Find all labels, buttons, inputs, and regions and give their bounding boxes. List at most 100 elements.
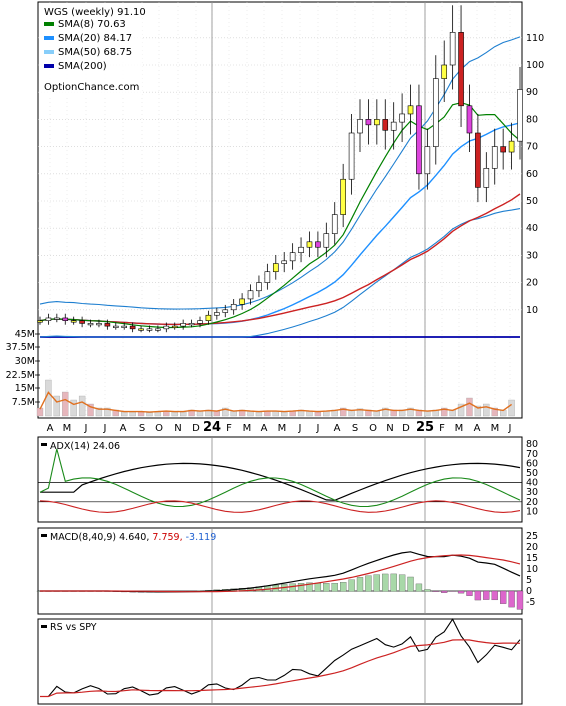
volume-bar xyxy=(424,411,431,417)
x-tick-label: J xyxy=(316,423,320,434)
x-tick-label: J xyxy=(103,423,107,434)
legend-swatch xyxy=(44,22,54,26)
x-tick-label: F xyxy=(226,423,232,434)
volume-tick-label: 37.5M xyxy=(6,342,35,353)
candle-body xyxy=(79,320,85,324)
macd-tick-label: 20 xyxy=(526,542,538,553)
candle-body xyxy=(399,113,405,123)
candle-body xyxy=(340,178,346,215)
x-tick-label: M xyxy=(278,423,287,434)
candle-body xyxy=(298,246,304,253)
legend-entry: SMA(8) 70.63 xyxy=(58,19,126,30)
macd-tick-label: 10 xyxy=(526,564,538,575)
candle-body xyxy=(289,252,296,262)
candle-body xyxy=(87,323,94,326)
x-tick-label: M xyxy=(243,423,252,434)
candle-body xyxy=(466,105,473,134)
candle-body xyxy=(517,89,523,142)
adx-title-swatch xyxy=(41,443,47,446)
volume-bar xyxy=(137,411,145,417)
macd-hist-bar xyxy=(314,582,322,592)
candle-body xyxy=(222,309,229,313)
macd-tick-label: 25 xyxy=(526,531,538,542)
candle-body xyxy=(54,317,60,320)
adx-title: ADX(14) 24.06 xyxy=(50,441,120,452)
legend-entry: SMA(50) 68.75 xyxy=(58,47,132,58)
price-tick-label: 110 xyxy=(526,33,544,44)
candle-body xyxy=(121,325,128,328)
macd-hist-bar xyxy=(382,573,389,592)
volume-tick-label: 30M xyxy=(15,356,35,367)
volume-bar xyxy=(407,407,414,417)
adx-tick-label: 50 xyxy=(526,468,538,479)
axis-labels: 11010090807060504030201045M37.5M30M22.5M… xyxy=(6,33,545,608)
x-tick-label: O xyxy=(369,423,377,434)
price-tick-label: 40 xyxy=(526,223,538,234)
volume-bar xyxy=(171,411,178,417)
x-tick-label: S xyxy=(139,423,145,434)
candle-body xyxy=(475,132,481,188)
x-tick-label: N xyxy=(386,423,393,434)
candle-body xyxy=(96,323,102,326)
legend-swatch xyxy=(44,36,54,40)
volume-bar xyxy=(340,407,347,417)
candle-body xyxy=(37,320,43,323)
upper-band-line xyxy=(39,36,521,310)
sma8-line xyxy=(39,102,521,329)
lower-band-line xyxy=(39,208,521,338)
volume-tick-label: 15M xyxy=(15,383,35,394)
candle-body xyxy=(424,146,431,175)
adx-tick-label: 60 xyxy=(526,458,538,469)
volume-bar xyxy=(87,403,94,417)
macd-hist-bar xyxy=(441,590,448,593)
volume-bar xyxy=(78,395,86,417)
price-tick-label: 60 xyxy=(526,169,538,180)
candle-body xyxy=(205,314,212,321)
volume-bar xyxy=(382,407,389,417)
legend-entry: SMA(200) xyxy=(58,61,107,72)
candle-body xyxy=(365,119,372,126)
candle-body xyxy=(256,282,262,292)
volume-bar xyxy=(213,411,220,417)
macd-hist-bar xyxy=(348,579,355,592)
legend-box xyxy=(40,4,142,96)
macd-tick-label: 0 xyxy=(526,586,532,597)
macd-hist-bar xyxy=(491,590,498,601)
di-plus-line xyxy=(39,448,521,508)
candle-body xyxy=(357,119,363,134)
x-tick-label: A xyxy=(334,423,341,434)
volume-bar xyxy=(196,411,204,417)
candle-body xyxy=(146,328,153,331)
indicator-lines xyxy=(39,36,521,698)
volume-tick-label: 7.5M xyxy=(12,397,35,408)
volume-bar xyxy=(508,399,515,417)
volume-bar xyxy=(53,395,60,417)
macd-hist-bar xyxy=(297,583,305,592)
candle-body xyxy=(171,325,178,328)
volume-bar xyxy=(457,403,465,417)
adx-line xyxy=(40,462,521,501)
x-tick-label: M xyxy=(455,423,464,434)
candle-body xyxy=(382,119,389,131)
candle-body xyxy=(348,132,355,180)
candle-body xyxy=(45,317,52,321)
candle-body xyxy=(281,260,288,264)
candle-body xyxy=(315,241,321,248)
adx-tick-label: 10 xyxy=(526,506,538,517)
volume-bar xyxy=(146,412,153,417)
rs-title-swatch xyxy=(41,625,47,628)
macd-hist-bar xyxy=(500,590,507,604)
candle-body xyxy=(331,214,338,234)
candle-body xyxy=(272,263,279,273)
rs-title: RS vs SPY xyxy=(50,622,97,633)
adx-tick-label: 80 xyxy=(526,439,538,450)
x-tick-label: 24 xyxy=(203,420,221,435)
volume-bar xyxy=(466,397,473,417)
volume-bar xyxy=(483,403,490,417)
sma50-line xyxy=(39,193,521,326)
adx-tick-label: 40 xyxy=(526,478,538,489)
x-tick-label: M xyxy=(491,423,500,434)
macd-hist-bar xyxy=(306,582,313,592)
volume-bar xyxy=(62,391,69,417)
